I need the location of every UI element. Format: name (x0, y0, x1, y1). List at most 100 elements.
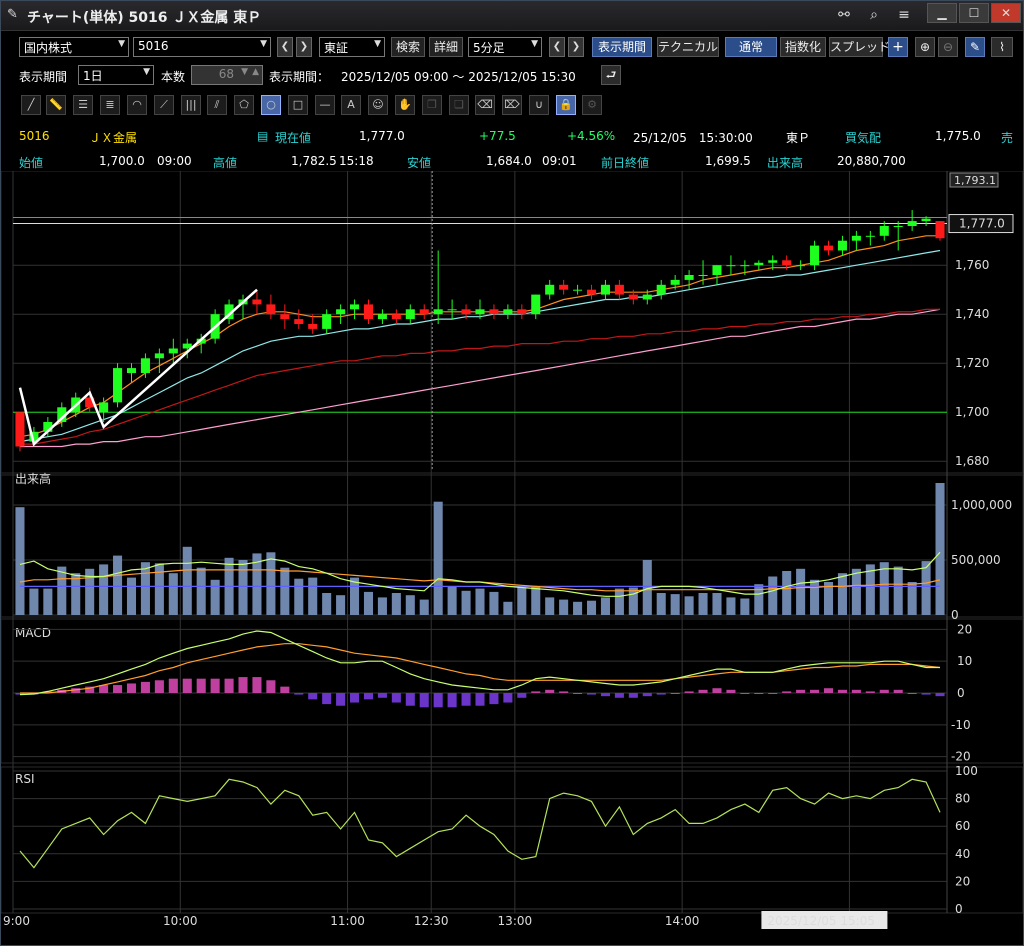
open-label: 始値 (19, 156, 44, 170)
interval-select[interactable]: 5分足 ▼ (468, 37, 542, 57)
bid-label: 買気配 (845, 131, 882, 145)
candle-body (782, 260, 792, 266)
market-select[interactable]: 国内株式 ▼ (19, 37, 129, 57)
volume-bar (85, 568, 95, 615)
chevron-down-icon[interactable]: ▼ (241, 67, 248, 77)
spread-mode-button[interactable]: スプレッド (829, 37, 890, 57)
count-stepper-value: 68 (218, 67, 234, 81)
macd-histogram-bar (43, 691, 53, 693)
candle-body (294, 319, 304, 324)
volume-bar (363, 591, 374, 615)
candle-body (43, 422, 53, 432)
volume-bar (907, 582, 917, 615)
code-input[interactable]: 5016 ▼ (133, 37, 271, 57)
pitchfork-tool-icon[interactable]: ⫽ (207, 95, 227, 115)
count-label: 本数 (161, 70, 186, 84)
macd-histogram-bar (865, 691, 875, 693)
draw-pencil-icon[interactable]: ✎ (965, 37, 985, 57)
volume-bar (893, 566, 903, 615)
prev-symbol-button[interactable]: ❮ (277, 37, 293, 57)
volume-bar (419, 599, 429, 615)
magnet-tool-icon[interactable]: ∪ (529, 95, 549, 115)
next-symbol-button[interactable]: ❯ (296, 37, 312, 57)
prev-period-button[interactable]: ❮ (549, 37, 565, 57)
detail-button[interactable]: 詳細 (429, 37, 463, 57)
technical-button[interactable]: テクニカル (657, 37, 719, 57)
volume-bar (57, 566, 67, 615)
pentagon-tool-icon[interactable]: ⬠ (234, 95, 254, 115)
hline-tool-icon[interactable]: — (315, 95, 335, 115)
macd-histogram-bar (419, 693, 429, 708)
candle-body (586, 289, 597, 295)
zoom-in-icon[interactable]: ⊕ (915, 37, 935, 57)
stamp-tool-icon[interactable]: ✋ (395, 95, 415, 115)
macd-histogram-bar (126, 683, 137, 693)
macd-histogram-bar (266, 680, 276, 693)
candle-body (322, 314, 332, 329)
vlines-tool-icon[interactable]: ||| (181, 95, 201, 115)
rsi-tick-label: 20 (955, 874, 970, 888)
crosshair-icon[interactable]: + (888, 37, 908, 57)
candle-body (600, 284, 610, 295)
volume-tick-label: 1,000,000 (951, 498, 1012, 512)
main-toolbar: 国内株式 ▼ 5016 ▼ ❮ ❯ 東証 ▼ 検索 詳細 5分足 ▼ ❮ ❯ 表示期間 … (1, 37, 1023, 59)
macd-histogram-bar (810, 689, 820, 693)
close-button[interactable]: ✕ (991, 3, 1021, 23)
settings-tool-icon[interactable]: ⚙ (582, 95, 602, 115)
period-button[interactable]: 表示期間 (592, 37, 652, 57)
normal-mode-button[interactable]: 通常 (725, 37, 777, 57)
macd-histogram-bar (447, 693, 457, 708)
text-tool-icon[interactable]: A (341, 95, 361, 115)
gannfan-tool-icon[interactable]: ⟋ (154, 95, 174, 115)
search-button[interactable]: 検索 (391, 37, 425, 57)
index-mode-button[interactable]: 指数化 (780, 37, 826, 57)
hlines-tool-icon[interactable]: ☰ (73, 95, 93, 115)
erase-sel-tool-icon[interactable]: ⌦ (502, 95, 522, 115)
copy-tool-icon[interactable]: ❐ (422, 95, 442, 115)
macd-histogram-bar (935, 693, 945, 697)
link-icon[interactable]: ⚯ (838, 7, 850, 23)
period-select[interactable]: 1日 ▼ (78, 65, 154, 85)
next-period-button[interactable]: ❯ (568, 37, 584, 57)
candle-body (308, 324, 318, 329)
zoom-out-icon[interactable]: ⊖ (938, 37, 958, 57)
high-label: 高値 (213, 156, 238, 170)
maximize-button[interactable]: ☐ (959, 3, 989, 23)
eraser-tool-icon[interactable]: ⌫ (475, 95, 495, 115)
ruler-tool-icon[interactable]: 📏 (46, 95, 66, 115)
rsi-line (19, 778, 941, 869)
circle-tool-icon[interactable]: ○ (261, 95, 281, 115)
chevron-up-icon[interactable]: ▲ (252, 67, 259, 77)
volume-bar (71, 573, 81, 615)
icon-tool-icon[interactable]: ☺ (368, 95, 388, 115)
chevron-down-icon: ▼ (260, 39, 267, 49)
title-bar[interactable]: ✎ チャート(単体) 5016 ＪＸ金属 東Ｐ ⚯ ⌕ ≡ ▁ ☐ ✕ (1, 1, 1023, 31)
line-tool-icon[interactable]: ╱ (21, 95, 41, 115)
macd-histogram-bar (238, 677, 248, 693)
minimize-button[interactable]: ▁ (927, 3, 957, 23)
volume-bar (754, 584, 764, 615)
volume-tick-label: 500,000 (951, 553, 1001, 567)
macd-histogram-bar (154, 680, 164, 693)
menu-icon[interactable]: ≡ (898, 7, 910, 23)
range-value: 2025/12/05 09:00 ～ 2025/12/05 15:30 (341, 70, 576, 84)
indicator-chart-icon[interactable]: ⌇ (991, 37, 1013, 57)
rect-tool-icon[interactable]: □ (288, 95, 308, 115)
fan-tool-icon[interactable]: ◠ (127, 95, 147, 115)
lock-tool-icon[interactable]: 🔒 (556, 95, 576, 115)
ask-label: 売 (1001, 131, 1014, 145)
candle-body (921, 218, 931, 222)
count-stepper[interactable]: 68 ▼ ▲ (191, 65, 263, 85)
exchange-select[interactable]: 東証 ▼ (319, 37, 385, 57)
candle-body (57, 407, 67, 422)
return-icon[interactable]: ⮐ (601, 65, 621, 85)
volume-bar (280, 567, 290, 615)
volume-bar (461, 590, 471, 615)
chart-area[interactable]: 1,680 1,700 1,720 1,740 1,760 1,793.1 1,777.0 出… (1, 171, 1023, 945)
hlines2-tool-icon[interactable]: ≣ (100, 95, 120, 115)
quote-code: 5016 (19, 129, 50, 143)
paste-tool-icon[interactable]: ❏ (449, 95, 469, 115)
volume-bar (614, 588, 624, 615)
search-icon[interactable]: ⌕ (870, 7, 878, 23)
candle-body (670, 279, 680, 285)
